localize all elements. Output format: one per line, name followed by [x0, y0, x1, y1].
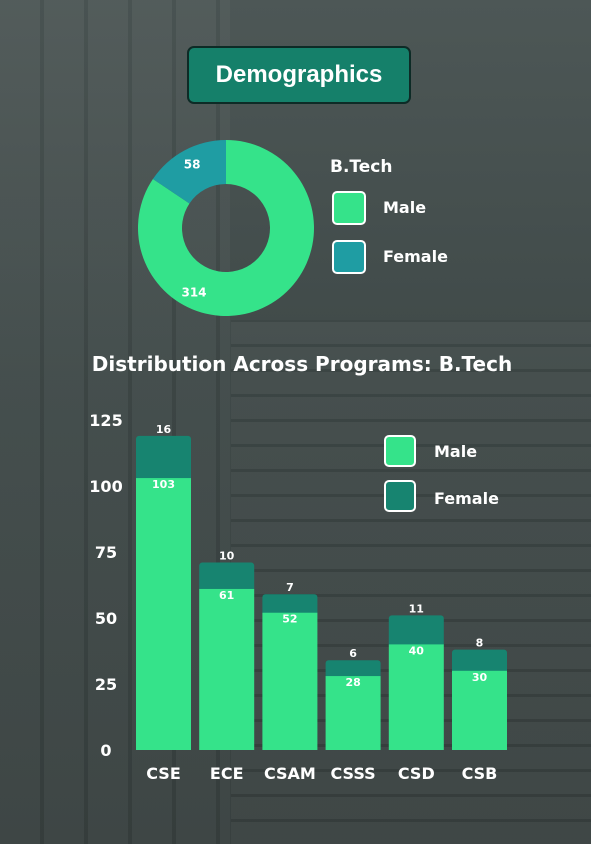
bar-value-male: 103: [152, 478, 175, 491]
x-tick-label: CSSS: [331, 764, 376, 783]
bar-male-csam: [262, 612, 318, 750]
donut-title: B.Tech: [330, 157, 392, 177]
legend-swatch-male: [332, 191, 366, 225]
bar-legend: Male Female: [384, 435, 499, 512]
bar-male-csd: [388, 644, 444, 750]
bar-value-female: 16: [156, 423, 172, 436]
y-tick-label: 0: [100, 741, 111, 760]
y-tick-label: 125: [89, 411, 122, 430]
y-tick-label: 100: [89, 477, 122, 496]
bar-chart-title: Distribution Across Programs: B.Tech: [92, 352, 512, 376]
page-title-text: Demographics: [215, 61, 383, 88]
y-tick-label: 50: [95, 609, 117, 628]
donut-legend: B.Tech Male Female: [330, 157, 448, 274]
page-title: Demographics: [187, 46, 411, 104]
bar-value-male: 52: [282, 613, 297, 626]
bar-legend-label-male: Male: [434, 442, 477, 461]
bar-female-csam: [262, 594, 318, 616]
bar-chart: 0 25 50 75 100 125 16 103 CSE 10 61 ECE 7 52 CSAM 6 28 CS…: [89, 411, 507, 783]
donut-value-male: 314: [181, 286, 206, 300]
bar-male-ece: [199, 588, 255, 750]
bar-value-female: 8: [476, 637, 484, 650]
bar-legend-swatch-female: [384, 480, 416, 512]
legend-label-male: Male: [383, 198, 426, 217]
bar-female-csb: [452, 649, 507, 674]
x-tick-label: CSB: [462, 764, 498, 783]
bar-value-female: 10: [219, 550, 235, 563]
legend-swatch-female: [332, 240, 366, 274]
bar-value-male: 40: [409, 644, 425, 657]
bar-female-ece: [199, 562, 255, 592]
bar-legend-label-female: Female: [434, 489, 499, 508]
legend-label-female: Female: [383, 247, 448, 266]
donut-chart: 314 58: [138, 140, 315, 316]
bar-male-csb: [452, 670, 507, 750]
bar-male-csss: [325, 676, 381, 750]
bar-female-cse: [136, 435, 191, 482]
x-tick-label: CSD: [398, 764, 435, 783]
x-tick-label: ECE: [210, 764, 244, 783]
bar-value-female: 6: [349, 647, 357, 660]
donut-value-female: 58: [184, 157, 201, 171]
y-tick-label: 25: [95, 675, 117, 694]
x-tick-label: CSAM: [264, 764, 316, 783]
x-tick-label: CSE: [146, 764, 181, 783]
bar-value-male: 28: [345, 676, 360, 689]
bar-value-male: 30: [472, 671, 488, 684]
y-tick-label: 75: [95, 543, 117, 562]
donut-slice-male: [138, 140, 315, 316]
bar-value-female: 7: [286, 581, 294, 594]
bar-legend-swatch-male: [384, 435, 416, 467]
bar-female-csd: [388, 615, 444, 648]
bar-male-cse: [136, 478, 191, 750]
bar-value-female: 11: [409, 602, 424, 615]
donut-slice-female: [152, 140, 226, 204]
bar-female-csss: [325, 660, 381, 680]
bar-value-male: 61: [219, 589, 234, 602]
